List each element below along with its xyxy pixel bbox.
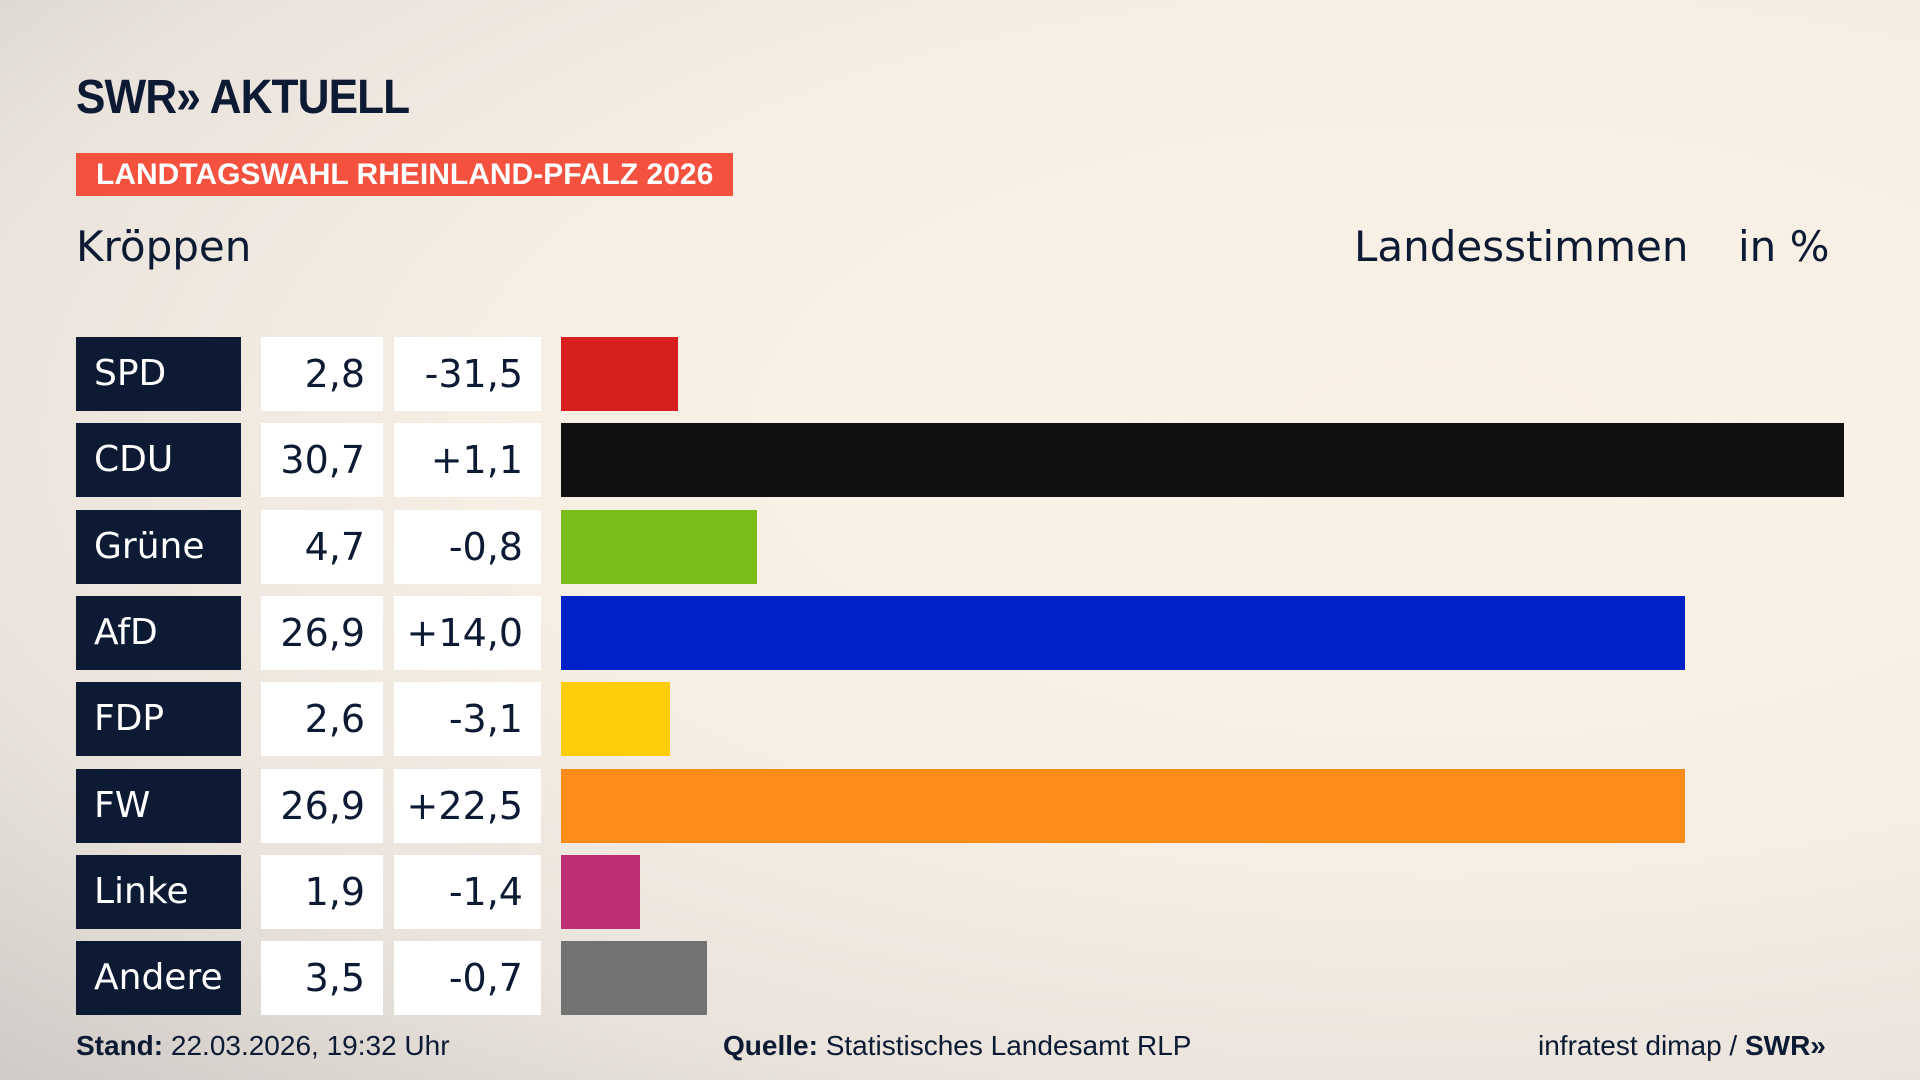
value-label: 3,5: [261, 941, 383, 1016]
diff-label: +14,0: [394, 595, 541, 670]
source-value: Statistisches Landesamt RLP: [825, 1030, 1192, 1061]
party-label: Andere: [76, 941, 241, 1016]
value-label: 1,9: [261, 854, 383, 929]
bar-fw: [561, 768, 1686, 843]
diff-label: +1,1: [394, 423, 541, 498]
party-label: FW: [76, 768, 241, 843]
bar-andere: [561, 941, 708, 1016]
diff-label: -0,8: [394, 509, 541, 584]
swr-logo: SWR»: [1744, 1030, 1826, 1061]
party-label: Grüne: [76, 509, 241, 584]
bar-afd: [561, 595, 1686, 670]
election-banner: LANDTAGSWAHL RHEINLAND-PFALZ 2026: [76, 153, 734, 196]
value-label: 2,8: [261, 337, 383, 411]
party-label: CDU: [76, 423, 241, 498]
diff-label: -0,7: [394, 941, 541, 1016]
diff-label: -31,5: [394, 337, 541, 411]
party-label: SPD: [76, 337, 241, 411]
value-label: 26,9: [261, 595, 383, 670]
bar-cdu: [561, 423, 1844, 498]
location-title: Kröppen: [76, 222, 252, 271]
bar-spd: [561, 337, 679, 411]
credit-text: infratest dimap /: [1538, 1030, 1738, 1061]
value-label: 2,6: [261, 682, 383, 757]
value-label: 4,7: [261, 509, 383, 584]
timestamp: Stand: 22.03.2026, 19:32 Uhr: [76, 1030, 450, 1062]
diff-label: -3,1: [394, 682, 541, 757]
credit: infratest dimap / SWR»: [1538, 1030, 1826, 1062]
party-label: AfD: [76, 595, 241, 670]
diff-label: -1,4: [394, 854, 541, 929]
value-label: 26,9: [261, 768, 383, 843]
value-label: 30,7: [261, 423, 383, 498]
swr-aktuell-logo: SWR» AKTUELL: [76, 71, 410, 124]
column-header-label: Landesstimmen: [1354, 222, 1689, 271]
source: Quelle: Statistisches Landesamt RLP: [723, 1030, 1191, 1062]
bar-fdp: [561, 682, 670, 757]
diff-label: +22,5: [394, 768, 541, 843]
bar-grüne: [561, 509, 758, 584]
bar-linke: [561, 854, 641, 929]
party-label: FDP: [76, 682, 241, 757]
source-label: Quelle:: [723, 1030, 818, 1061]
stand-label: Stand:: [76, 1030, 164, 1061]
column-header-unit: in %: [1738, 222, 1830, 271]
stand-value: 22.03.2026, 19:32 Uhr: [170, 1030, 450, 1061]
party-label: Linke: [76, 854, 241, 929]
